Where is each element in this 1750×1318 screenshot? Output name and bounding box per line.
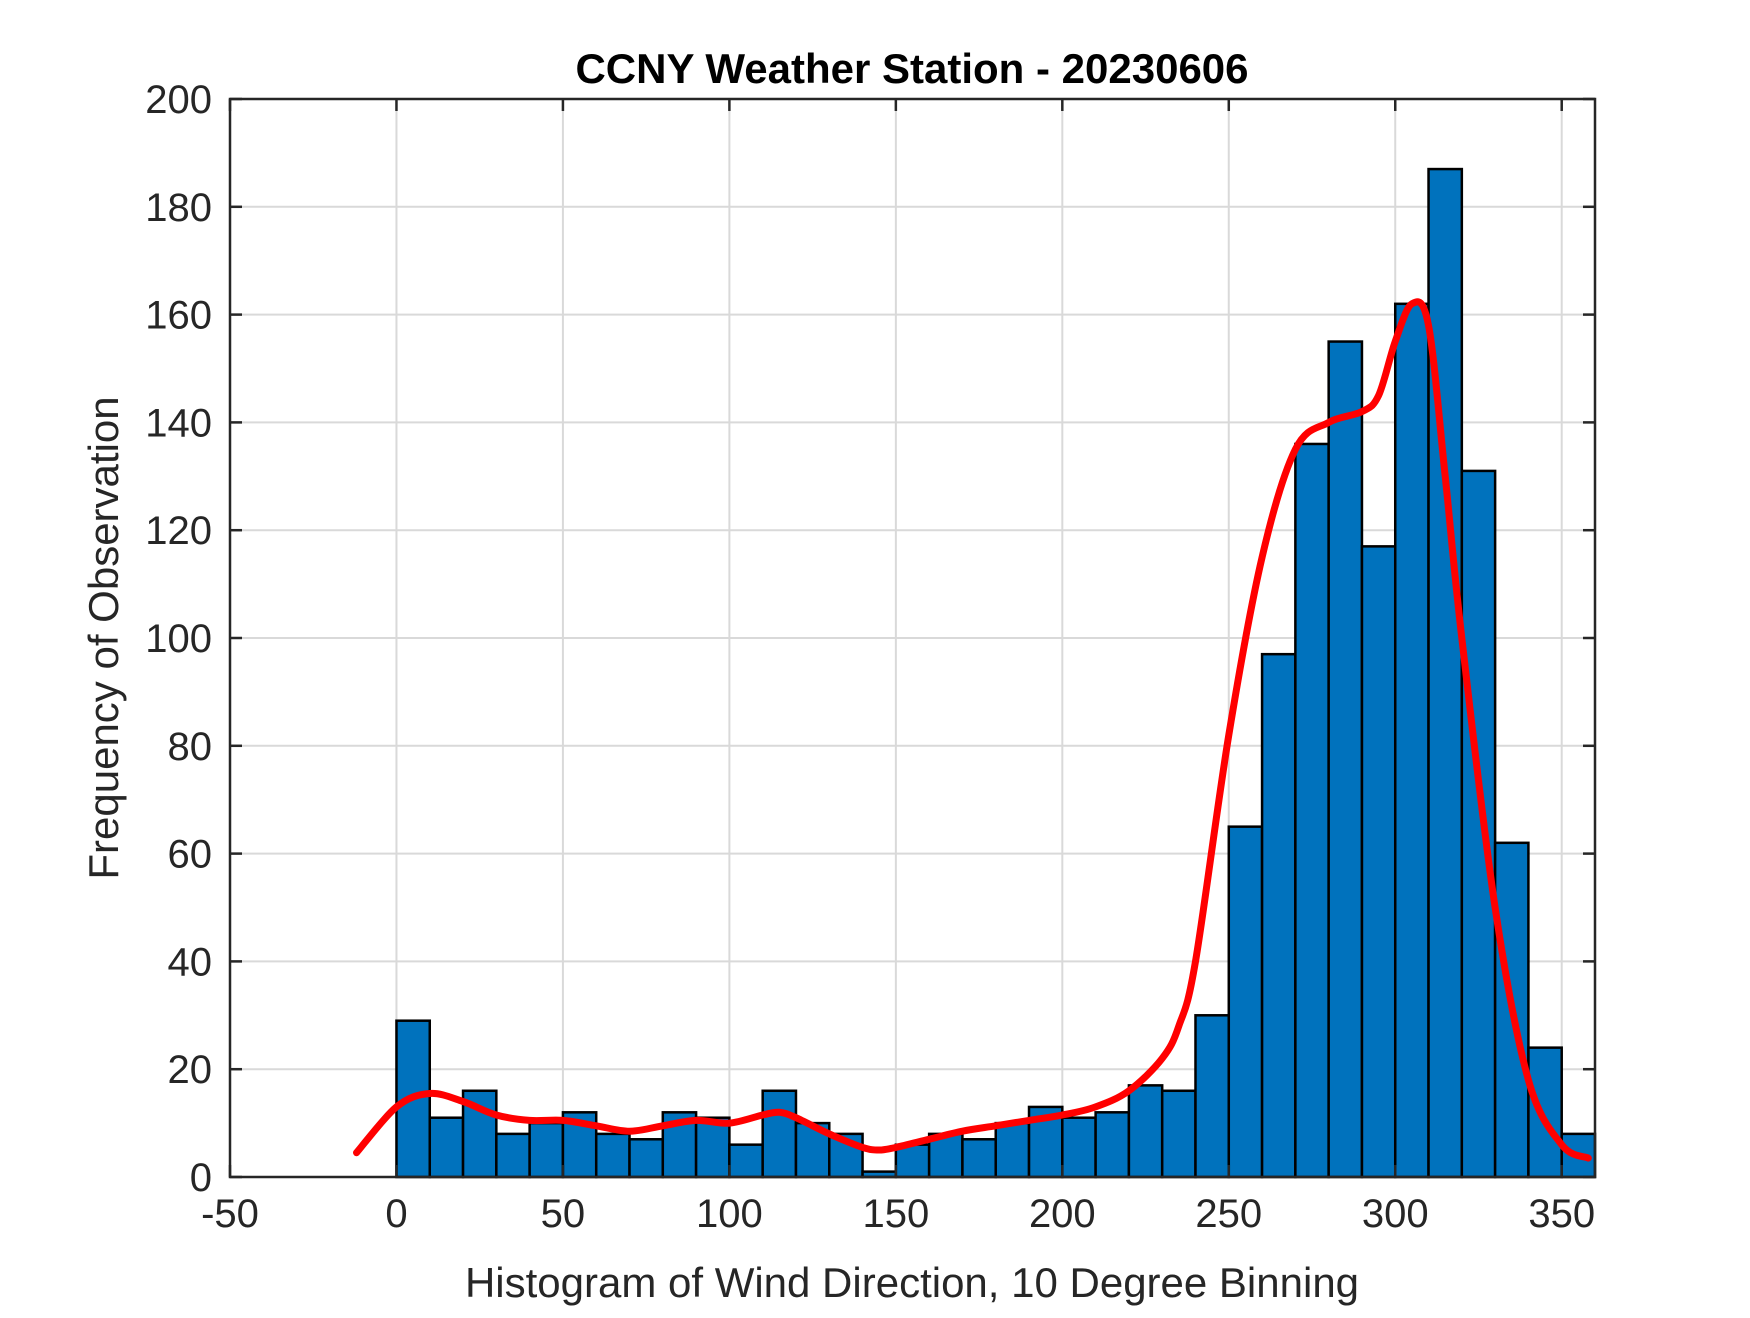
histogram-bar — [1094, 1111, 1131, 1179]
histogram-bar — [1294, 442, 1330, 1179]
x-tick-label: 0 — [385, 1192, 407, 1236]
x-tick-label: 50 — [541, 1192, 586, 1236]
histogram-bar — [1160, 1089, 1197, 1179]
y-tick-label: 20 — [168, 1048, 213, 1092]
y-tick-label: 100 — [145, 617, 212, 661]
histogram-bar — [495, 1132, 531, 1179]
y-tick-label: 120 — [145, 509, 212, 553]
x-tick-label: 350 — [1528, 1192, 1595, 1236]
y-tick-label: 200 — [145, 78, 212, 122]
histogram-bar — [1260, 652, 1297, 1179]
histogram-bar — [761, 1089, 798, 1179]
y-tick-label: 80 — [168, 725, 213, 769]
chart-title: CCNY Weather Station - 20230606 — [575, 45, 1248, 92]
x-tick-label: 100 — [696, 1192, 763, 1236]
y-tick-label: 140 — [145, 401, 212, 445]
histogram-bar — [1127, 1084, 1164, 1179]
y-tick-label: 160 — [145, 294, 212, 338]
y-tick-label: 60 — [168, 833, 213, 877]
histogram-bar — [1460, 469, 1497, 1179]
x-tick-label: 200 — [1029, 1192, 1096, 1236]
x-tick-label: 250 — [1195, 1192, 1262, 1236]
axes-frame — [228, 97, 1597, 1179]
histogram-bar — [428, 1116, 465, 1179]
histogram-bar — [528, 1121, 565, 1179]
histogram-bar — [1227, 825, 1264, 1179]
tick-labels: -50 0 50 100 150 200 250 300 3500204060801001201… — [145, 78, 1595, 1236]
distribution-curve — [353, 298, 1592, 1162]
histogram-bar — [1061, 1116, 1097, 1179]
histogram-bar — [1393, 302, 1430, 1179]
distribution-curve-layer — [353, 298, 1592, 1162]
histogram-bars — [395, 167, 1597, 1179]
histogram-bar — [994, 1121, 1031, 1179]
histogram-bar — [594, 1132, 631, 1179]
x-axis-label: Histogram of Wind Direction, 10 Degree B… — [465, 1259, 1359, 1306]
x-tick-label: 300 — [1362, 1192, 1429, 1236]
y-tick-label: 180 — [145, 186, 212, 230]
histogram-bar — [628, 1138, 665, 1179]
histogram-bar — [1527, 1046, 1563, 1179]
histogram-bar — [1327, 340, 1364, 1179]
y-tick-label: 0 — [190, 1156, 212, 1200]
histogram-bar — [961, 1138, 997, 1179]
y-axis-label: Frequency of Observation — [80, 396, 127, 879]
x-tick-label: 150 — [862, 1192, 929, 1236]
x-tick-label: -50 — [201, 1192, 259, 1236]
histogram-bar — [1194, 1014, 1231, 1179]
histogram-bar — [728, 1143, 764, 1179]
histogram-bar — [1427, 167, 1464, 1179]
y-tick-label: 40 — [168, 940, 213, 984]
histogram-bar — [1360, 545, 1397, 1179]
